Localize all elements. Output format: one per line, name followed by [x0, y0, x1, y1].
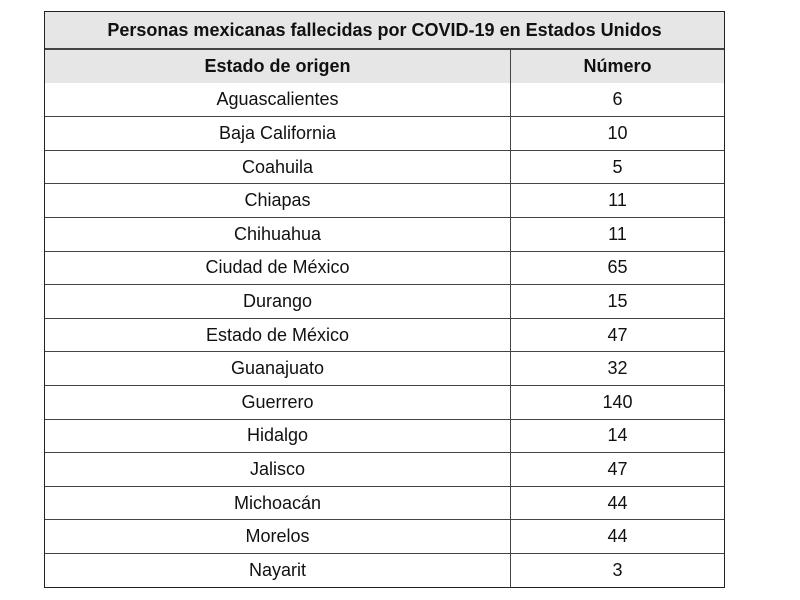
state-cell: Chiapas — [45, 184, 511, 217]
number-cell: 47 — [607, 324, 628, 345]
state-cell: Guanajuato — [45, 352, 511, 385]
state-cell: Estado de México — [45, 318, 511, 352]
table-title: Personas mexicanas fallecidas por COVID-… — [45, 12, 724, 49]
table-row: Chihuahua 11 — [45, 216, 724, 251]
table-row: Guanajuato 32 — [45, 351, 724, 385]
number-cell: 5 — [612, 156, 623, 177]
number-cell: 14 — [607, 425, 628, 446]
table-row: Ciudad de México 65 — [45, 250, 724, 285]
table-row: Morelos 44 — [45, 519, 724, 553]
number-cell: 10 — [607, 122, 628, 143]
table-row: Jalisco 47 — [45, 452, 724, 486]
table-row: Baja California 10 — [45, 116, 724, 150]
header-state: Estado de origen — [45, 50, 511, 83]
table-row: Estado de México 47 — [45, 317, 724, 352]
table-row: Chiapas 11 — [45, 183, 724, 217]
table-row: Guerrero 140 — [45, 384, 724, 419]
table-row: Durango 15 — [45, 284, 724, 318]
number-cell: 11 — [608, 190, 627, 211]
table-row: Michoacán 44 — [45, 485, 724, 520]
state-cell: Durango — [45, 285, 511, 318]
state-cell: Michoacán — [45, 486, 511, 520]
state-cell: Morelos — [45, 520, 511, 553]
number-cell: 11 — [608, 223, 627, 244]
table-header-row: Estado de origen Número — [45, 49, 724, 83]
table-row: Hidalgo 14 — [45, 418, 724, 453]
table-row: Nayarit 3 — [45, 552, 724, 587]
table-body: Aguascalientes 6 Baja California 10 Coahuila… — [45, 82, 724, 587]
number-cell: 3 — [612, 559, 623, 580]
number-cell: 44 — [607, 526, 628, 547]
table-row: Coahuila 5 — [45, 149, 724, 184]
table-row: Aguascalientes 6 — [45, 82, 724, 117]
number-cell: 44 — [607, 492, 628, 513]
number-cell: 140 — [602, 391, 633, 412]
state-cell: Guerrero — [45, 385, 511, 419]
state-cell: Ciudad de México — [45, 251, 511, 285]
state-cell: Chihuahua — [45, 217, 511, 251]
number-cell: 15 — [607, 290, 628, 311]
state-cell: Baja California — [45, 117, 511, 150]
number-cell: 32 — [607, 358, 628, 379]
state-cell: Coahuila — [45, 150, 511, 184]
state-cell: Jalisco — [45, 453, 511, 486]
state-cell: Aguascalientes — [45, 82, 511, 117]
number-cell: 65 — [607, 257, 628, 278]
number-cell: 47 — [607, 458, 628, 479]
state-cell: Hidalgo — [45, 419, 511, 453]
number-cell: 6 — [612, 88, 623, 109]
header-number: Número — [583, 55, 652, 76]
state-cell: Nayarit — [45, 553, 511, 587]
deaths-table: Personas mexicanas fallecidas por COVID-… — [44, 11, 725, 588]
